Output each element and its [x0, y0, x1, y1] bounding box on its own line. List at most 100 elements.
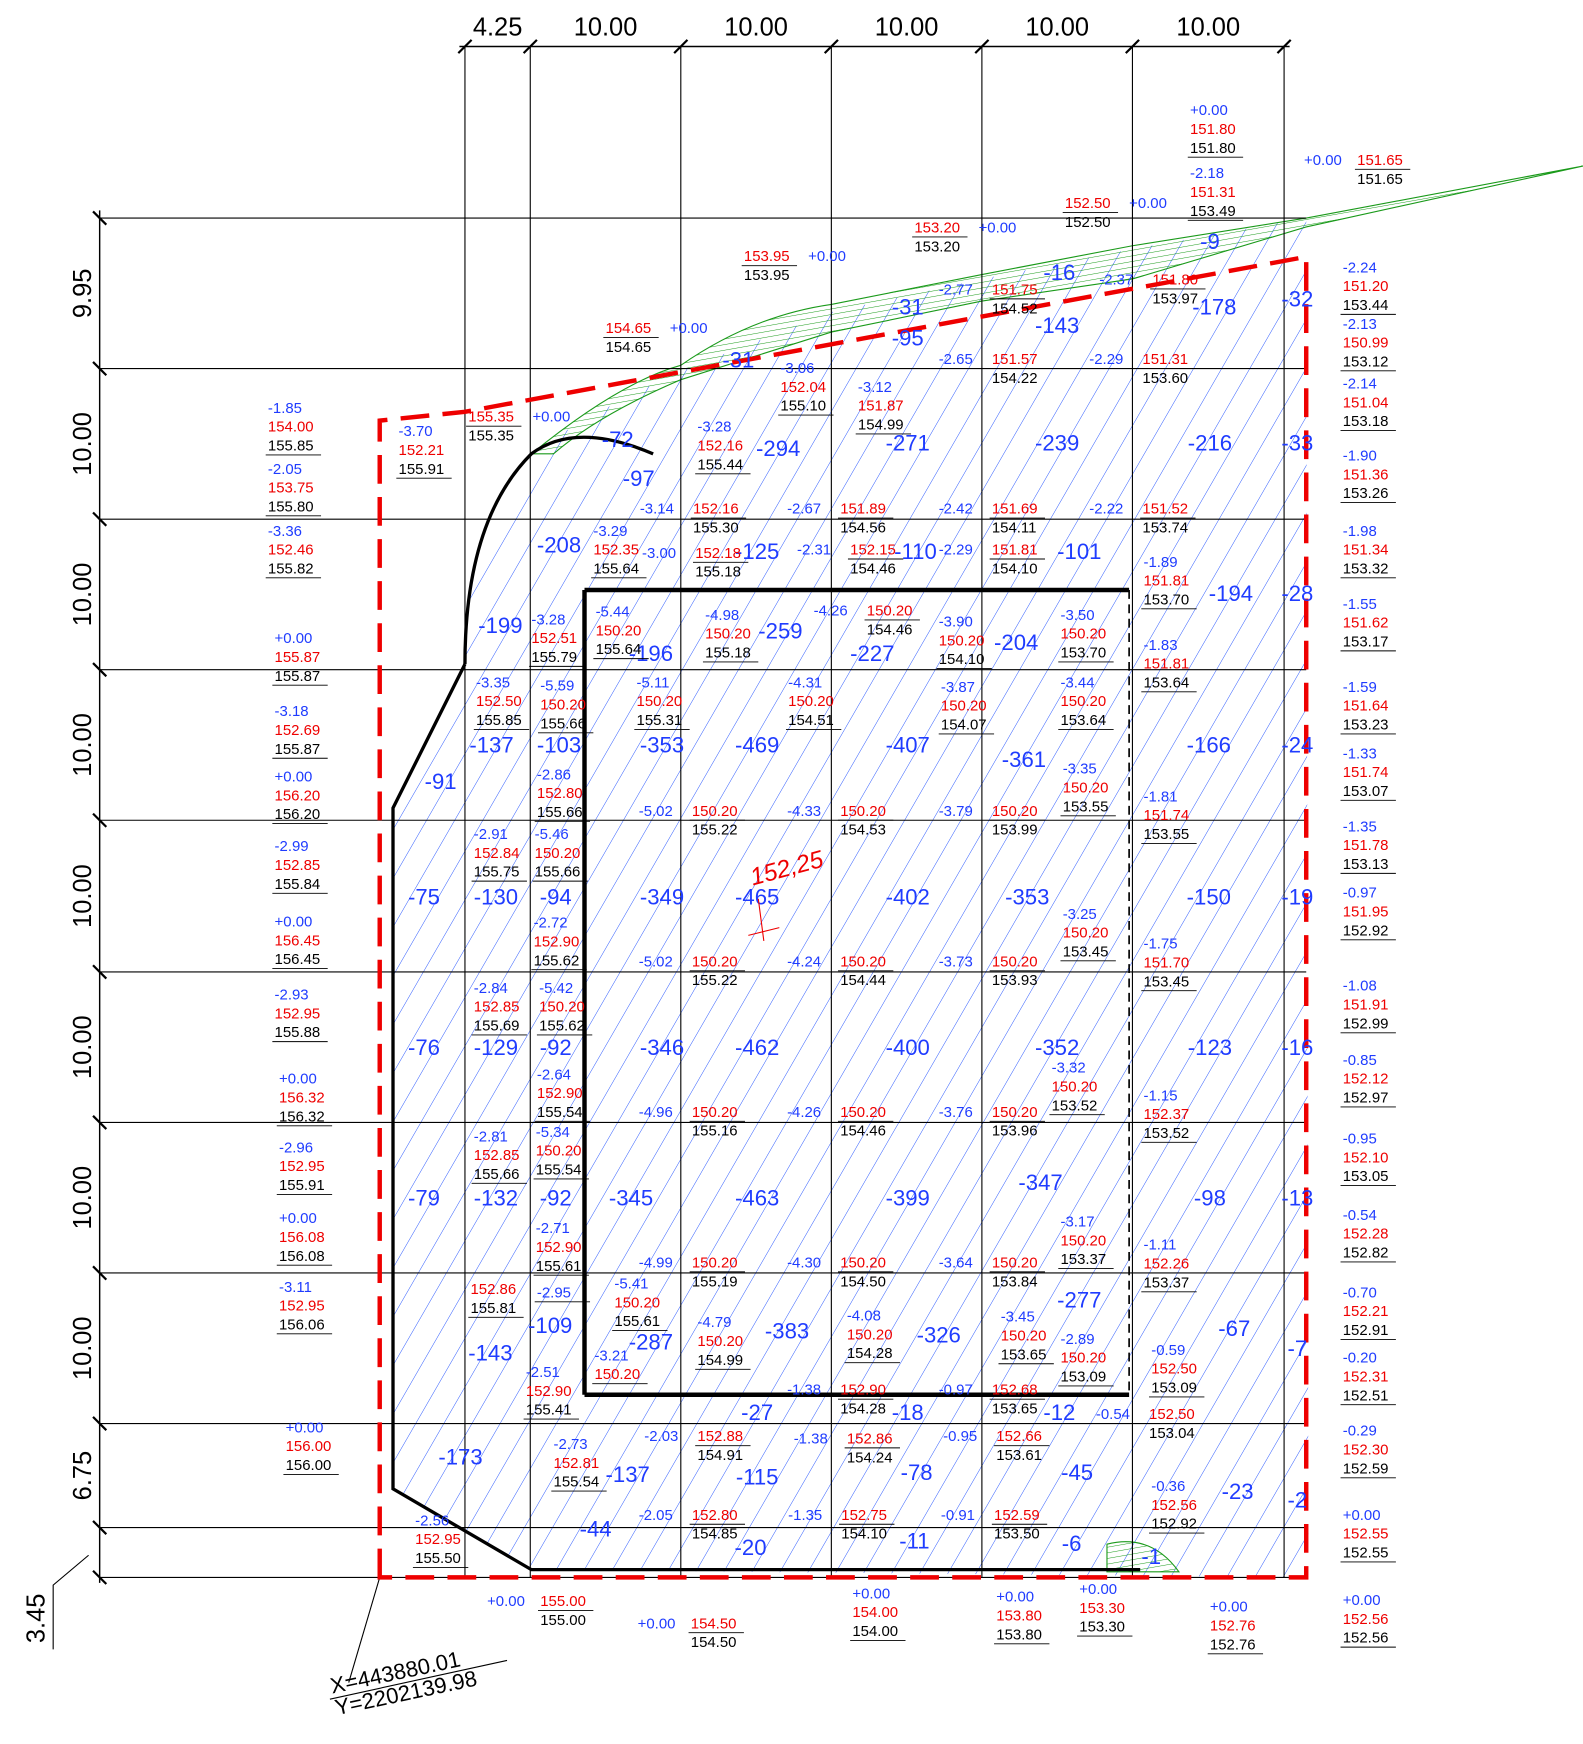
elevation-w: -3.79 — [939, 803, 973, 820]
dim-label: 4.25 — [473, 13, 523, 41]
elevation-e: 153.64 — [1060, 712, 1106, 729]
elevation-w: -3.35 — [1063, 761, 1097, 778]
elevation-e: 155.66 — [474, 1166, 520, 1183]
elevation-e: 154.91 — [697, 1447, 743, 1464]
elevation-d: 151.81 — [992, 542, 1038, 559]
elevation-e: 155.31 — [637, 712, 683, 729]
elevation-w: -3.45 — [1001, 1309, 1035, 1326]
elevation-d: 150.20 — [596, 622, 642, 639]
elevation-d: 152.56 — [1343, 1611, 1389, 1628]
dim-label: 10.00 — [69, 713, 97, 777]
dim-tick — [92, 511, 108, 527]
elevation-w: -1.83 — [1144, 637, 1178, 654]
elevation-w: -3.17 — [1060, 1213, 1094, 1230]
elevation-w: -2.31 — [797, 542, 831, 559]
elevation-e: 153.04 — [1149, 1425, 1195, 1442]
elevation-w: -2.24 — [1343, 259, 1377, 276]
elevation-d: 155.87 — [275, 649, 321, 666]
dim-label: 10.00 — [574, 13, 638, 41]
elevation-e: 154.85 — [692, 1526, 738, 1543]
cut-volume: -67 — [1218, 1316, 1250, 1341]
elevation-e: 153.17 — [1343, 633, 1389, 650]
elevation-e: 155.66 — [535, 864, 581, 881]
elevation-d: 156.45 — [275, 932, 321, 949]
elevation-w: -2.37 — [1099, 271, 1133, 288]
elevation-d: 152.81 — [554, 1455, 600, 1472]
elevation-d: 150.20 — [692, 1254, 738, 1271]
elevation-e: 153.97 — [1152, 290, 1198, 307]
elevation-d: 152.50 — [1151, 1361, 1197, 1378]
cut-volume: -130 — [474, 884, 518, 909]
elevation-w: +0.00 — [638, 1615, 676, 1632]
elevation-w: -2.64 — [537, 1066, 571, 1083]
cut-volume: -166 — [1187, 733, 1231, 758]
elevation-w: -0.95 — [1343, 1130, 1377, 1147]
elevation-e: 155.69 — [474, 1018, 520, 1035]
elevation-e: 153.45 — [1144, 973, 1190, 990]
elevation-w: -3.12 — [858, 379, 892, 396]
elevation-d: 151.80 — [1152, 271, 1198, 288]
elevation-d: 150.20 — [992, 1254, 1038, 1271]
elevation-d: 152.21 — [1343, 1303, 1389, 1320]
cut-volume: -345 — [609, 1185, 653, 1210]
elevation-e: 153.93 — [992, 972, 1038, 989]
dim-tick — [823, 39, 839, 54]
elevation-e: 155.88 — [275, 1024, 321, 1041]
elevation-e: 153.61 — [996, 1447, 1042, 1464]
cut-volume: -132 — [474, 1185, 518, 1210]
cut-volume: -27 — [741, 1400, 773, 1425]
elevation-w: -5.42 — [539, 980, 573, 997]
elevation-w: -2.72 — [534, 915, 568, 932]
elevation-w: -2.42 — [939, 501, 973, 518]
elevation-d: 150.20 — [1060, 626, 1106, 643]
cut-volume: -16 — [1043, 260, 1075, 285]
cut-volume: -33 — [1281, 431, 1313, 456]
elevation-d: 152.46 — [268, 542, 314, 559]
cut-volume: -31 — [892, 294, 924, 319]
elevation-d: 150.20 — [992, 1104, 1038, 1121]
elevation-w: -3.28 — [531, 611, 565, 628]
dim-tick — [92, 1569, 108, 1585]
elevation-d: 152.86 — [847, 1430, 893, 1447]
elevation-d: 151.65 — [1357, 152, 1403, 169]
elevation-d: 154.00 — [268, 419, 314, 436]
elevation-e: 153.07 — [1343, 783, 1389, 800]
elevation-e: 154.10 — [841, 1526, 887, 1543]
elevation-d: 152.18 — [695, 545, 741, 562]
cut-volume: -469 — [735, 733, 779, 758]
elevation-d: 152.50 — [476, 693, 522, 710]
cut-volume: -97 — [623, 466, 655, 491]
cut-volume: -137 — [469, 733, 513, 758]
dim-tick — [457, 39, 473, 54]
cut-volume: -23 — [1222, 1479, 1254, 1504]
elevation-d: 151.70 — [1144, 954, 1190, 971]
elevation-e: 153.44 — [1343, 297, 1389, 314]
elevation-w: -2.29 — [1089, 351, 1123, 368]
elevation-w: -2.99 — [275, 838, 309, 855]
cut-volume: -110 — [894, 539, 937, 564]
dim-tick — [1276, 39, 1292, 54]
elevation-w: -1.98 — [1343, 523, 1377, 540]
cut-volume: -199 — [478, 613, 522, 638]
elevation-w: +0.00 — [1343, 1592, 1381, 1609]
elevation-e: 153.70 — [1060, 645, 1106, 662]
elevation-e: 155.82 — [268, 560, 314, 577]
labels: 4.25 10.00 10.00 10.00 10.00 10.00 9.95 10.00 10… — [22, 13, 1411, 1720]
elevation-e: 152.91 — [1343, 1322, 1389, 1339]
elevation-e: 152.97 — [1343, 1090, 1389, 1107]
dim-tick — [974, 39, 990, 54]
elevation-e: 152.55 — [1343, 1544, 1389, 1561]
elevation-w: -2.14 — [1343, 376, 1377, 393]
elevation-e: 154.22 — [992, 370, 1038, 387]
dim-leader — [52, 1554, 89, 1650]
elevation-e: 154.99 — [697, 1352, 743, 1369]
elevation-e: 154.46 — [867, 621, 913, 638]
elevation-e: 154.24 — [847, 1449, 893, 1466]
cut-volume: -239 — [1035, 431, 1079, 456]
cut-volume: -18 — [892, 1400, 924, 1425]
elevation-e: 153.23 — [1343, 716, 1389, 733]
elevation-d: 150.20 — [692, 1104, 738, 1121]
elevation-w: -4.26 — [787, 1104, 821, 1121]
elevation-d: 151.75 — [992, 281, 1038, 298]
elevation-e: 155.00 — [540, 1612, 586, 1629]
